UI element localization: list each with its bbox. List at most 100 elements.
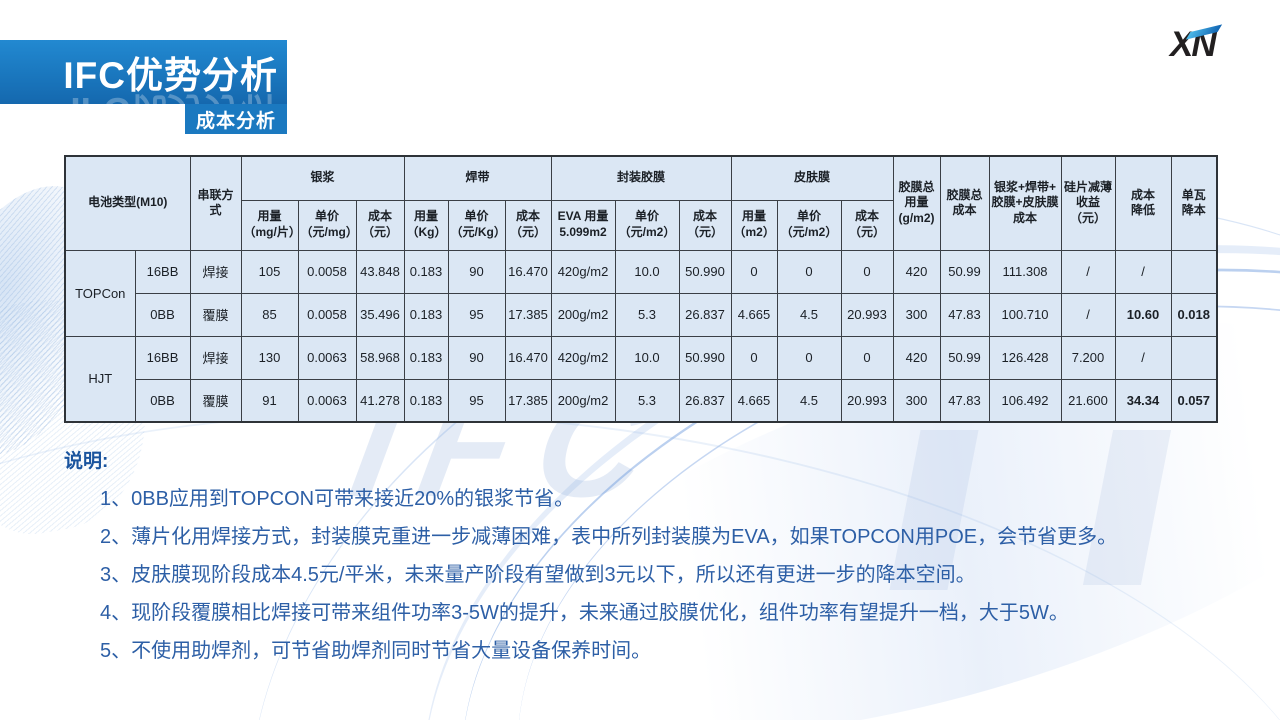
table-cell: 0.183: [403, 378, 449, 423]
notes-section: 说明: 1、0BB应用到TOPCON可带来接近20%的银浆节省。 2、薄片化用焊…: [64, 446, 1234, 679]
table-cell: 106.492: [988, 378, 1062, 423]
table-cell: /: [1114, 335, 1172, 380]
column-header: 单价 （元/mg）: [297, 199, 357, 251]
table-cell: 0BB: [134, 378, 191, 423]
table-cell: 26.837: [678, 378, 732, 423]
table-cell: HJT: [64, 335, 136, 423]
column-header: 成本 （元）: [355, 199, 405, 251]
table-cell: 5.3: [614, 292, 680, 337]
table-row: HJT 16BB 焊接 130 0.0063 58.968 0.183 90 1…: [64, 335, 1218, 423]
table-cell: 41.278: [355, 378, 405, 423]
table-cell: 0.0058: [297, 292, 357, 337]
column-group-header: 皮肤膜: [730, 155, 894, 201]
table-cell: 85: [240, 292, 299, 337]
note-item: 4、现阶段覆膜相比焊接可带来组件功率3-5W的提升，未来通过胶膜优化，组件功率有…: [100, 602, 1069, 624]
table-cell: 17.385: [504, 292, 552, 337]
cost-analysis-table: 电池类型(M10) 串联方 式 银浆 焊带 封装胶膜 皮肤膜 胶膜总 用量 (g…: [64, 155, 1218, 423]
table-cell: 90: [447, 335, 506, 380]
table-cell: 35.496: [355, 292, 405, 337]
table-cell: 50.99: [939, 249, 990, 294]
column-header: 单瓦 降本: [1170, 155, 1218, 251]
table-cell: 26.837: [678, 292, 732, 337]
table-cell-highlight: 7.200: [1060, 335, 1116, 380]
column-header: 用量 （Kg）: [403, 199, 449, 251]
table-cell: 0: [840, 335, 894, 380]
table-header-row: 电池类型(M10) 串联方 式 银浆 焊带 封装胶膜 皮肤膜 胶膜总 用量 (g…: [64, 155, 1218, 251]
table-cell: 16BB: [134, 335, 191, 380]
table-cell: 420g/m2: [550, 335, 616, 380]
column-group-header: 封装胶膜: [550, 155, 732, 201]
column-header: 用量 （m2）: [730, 199, 778, 251]
table-cell: 0: [730, 249, 778, 294]
table-cell: 4.665: [730, 292, 778, 337]
table-cell: 0.183: [403, 249, 449, 294]
table-cell: 10.0: [614, 335, 680, 380]
column-header: 单价 （元/Kg）: [447, 199, 506, 251]
table-cell: 90: [447, 249, 506, 294]
table-cell: 130: [240, 335, 299, 380]
table-cell: 0: [776, 335, 842, 380]
table-cell: 200g/m2: [550, 378, 616, 423]
column-header: 用量 （mg/片）: [240, 199, 299, 251]
column-header: 胶膜总 用量 (g/m2): [892, 155, 941, 251]
table-cell: [1170, 335, 1218, 380]
table-cell: 58.968: [355, 335, 405, 380]
table-cell: 0.0063: [297, 378, 357, 423]
table-cell: 95: [447, 292, 506, 337]
table-cell: 4.5: [776, 378, 842, 423]
subtitle-banner: 成本分析: [185, 104, 287, 134]
page-title: IFC优势分析: [63, 55, 278, 96]
table-cell-highlight: 21.600: [1060, 378, 1116, 423]
table-cell: 16BB: [134, 249, 191, 294]
table-cell-highlight: 34.34: [1114, 378, 1172, 423]
table-cell: 47.83: [939, 292, 990, 337]
table-cell: 300: [892, 378, 941, 423]
table-cell: 16.470: [504, 335, 552, 380]
table-cell: [1170, 249, 1218, 294]
table-cell: 111.308: [988, 249, 1062, 294]
table-cell: 126.428: [988, 335, 1062, 380]
table-cell: 20.993: [840, 378, 894, 423]
column-group-header: 焊带: [403, 155, 552, 201]
column-header: 硅片减薄 收益 （元）: [1060, 155, 1116, 251]
table-cell: 0: [730, 335, 778, 380]
table-cell: 5.3: [614, 378, 680, 423]
column-group-header: 银浆: [240, 155, 405, 201]
table-cell-highlight: 0.018: [1170, 292, 1218, 337]
table-row: TOPCon 16BB 焊接 105 0.0058 43.848 0.183 9…: [64, 249, 1218, 337]
table-cell: 100.710: [988, 292, 1062, 337]
table-cell: /: [1060, 249, 1116, 294]
table-row: 0BB 覆膜 91 0.0063 41.278 0.183 95 17.385 …: [65, 378, 1218, 423]
table-cell: 20.993: [840, 292, 894, 337]
page-subtitle: 成本分析: [195, 110, 276, 132]
column-header: 成本 降低: [1114, 155, 1172, 251]
title-banner: IFC优势分析 IFC优势分析: [0, 40, 287, 131]
table-cell-highlight: 10.60: [1114, 292, 1172, 337]
table-cell: 0.0058: [297, 249, 357, 294]
table-cell: 50.99: [939, 335, 990, 380]
table-cell: TOPCon: [64, 249, 136, 337]
column-header: 串联方 式: [189, 155, 242, 251]
table-cell: 覆膜: [189, 292, 242, 337]
table-cell: 焊接: [189, 335, 242, 380]
column-header: 胶膜总 成本: [939, 155, 990, 251]
table-cell: 95: [447, 378, 506, 423]
table-cell: 420: [892, 335, 941, 380]
table-cell: 10.0: [614, 249, 680, 294]
table-cell-highlight: 0.057: [1170, 378, 1218, 423]
table-cell: 0.183: [403, 292, 449, 337]
table-cell: 0: [776, 249, 842, 294]
table-cell: 420: [892, 249, 941, 294]
table-cell: 4.665: [730, 378, 778, 423]
table-cell: 0: [840, 249, 894, 294]
table-cell: 4.5: [776, 292, 842, 337]
table-row: 0BB 覆膜 85 0.0058 35.496 0.183 95 17.385 …: [65, 292, 1218, 337]
note-item: 5、不使用助焊剂，可节省助焊剂同时节省大量设备保养时间。: [100, 640, 652, 662]
table-cell: 50.990: [678, 249, 732, 294]
column-header: 单价 （元/m2）: [614, 199, 680, 251]
table-cell: 47.83: [939, 378, 990, 423]
column-header: EVA 用量 5.099m2: [550, 199, 616, 251]
column-header: 单价 （元/m2）: [776, 199, 842, 251]
note-item: 2、薄片化用焊接方式，封装膜克重进一步减薄困难，表中所列封装膜为EVA，如果TO…: [100, 526, 1118, 548]
